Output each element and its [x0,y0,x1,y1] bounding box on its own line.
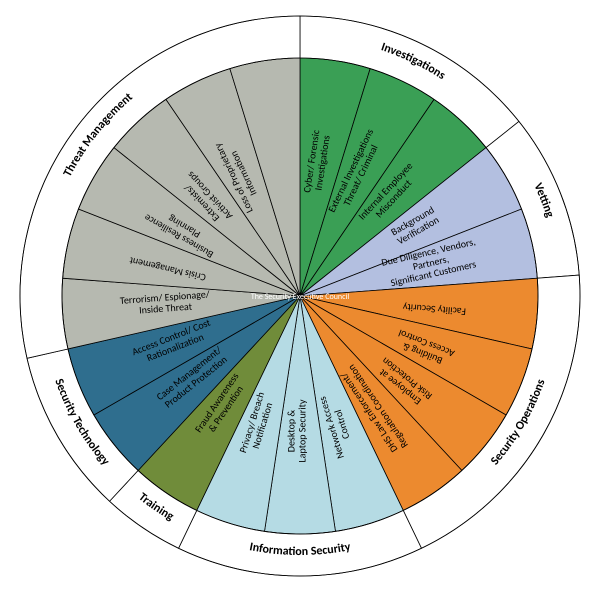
security-wheel-chart: Cyber/ ForensicInvestigationsExternal In… [0,0,600,591]
center-label: The Security Executive Council [251,292,349,302]
svg-text:Laptop Security: Laptop Security [295,399,308,462]
